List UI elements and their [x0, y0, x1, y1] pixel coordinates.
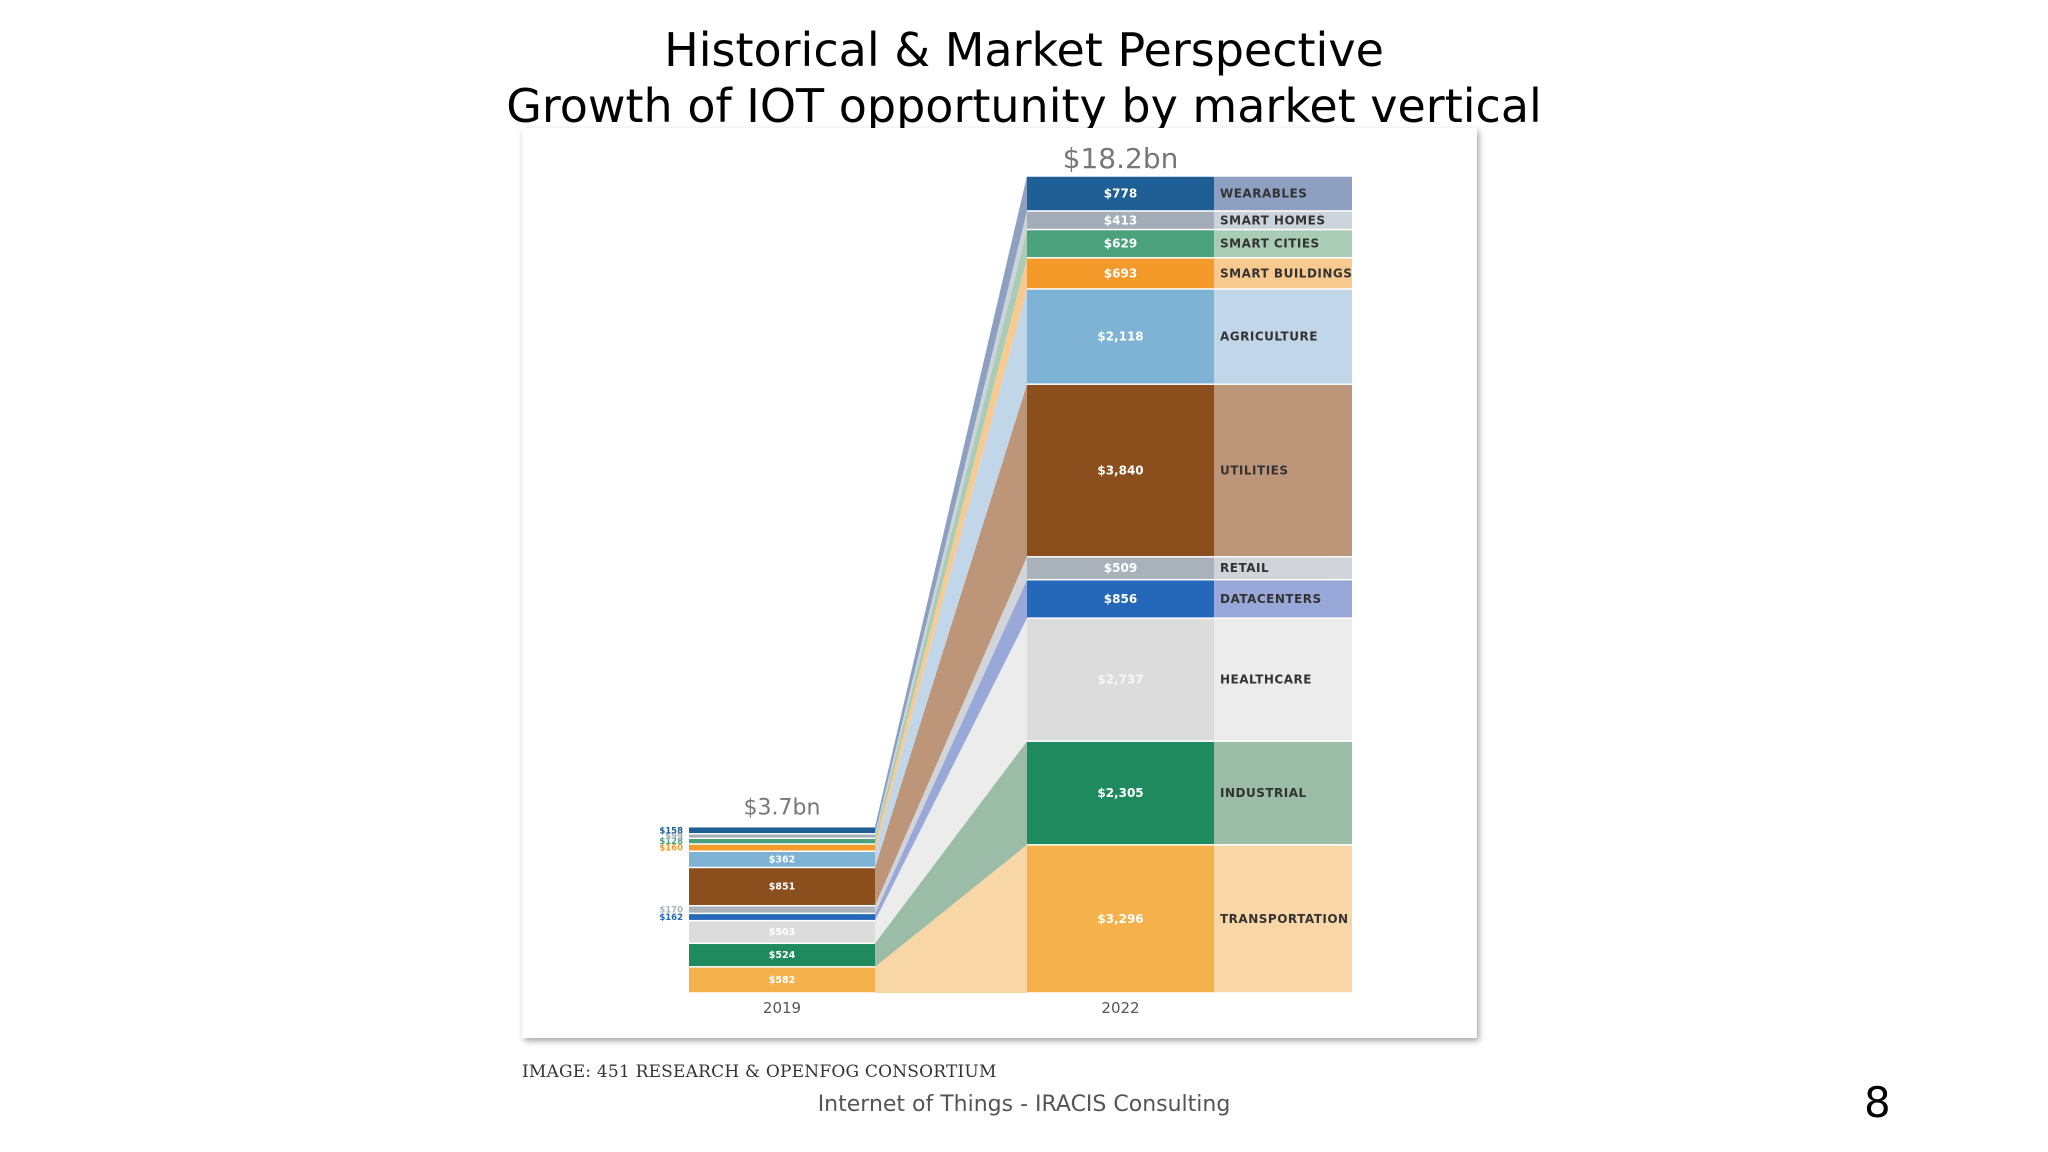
bar-2019-smart-homes — [689, 834, 875, 838]
x-tick-label-2019: 2019 — [763, 999, 801, 1017]
bar-2022-smart-homes — [1027, 211, 1214, 229]
band-smart-homes — [875, 210, 1027, 839]
value-label-2022-utilities: $3,840 — [1097, 463, 1143, 477]
value-label-2022-smart-buildings: $693 — [1104, 266, 1137, 280]
band-wearables — [875, 176, 1027, 834]
bar-2019-smart-cities — [689, 839, 875, 844]
bar-2019-agriculture — [689, 851, 875, 867]
legend-label-smart-buildings: SMART BUILDINGS — [1220, 266, 1352, 280]
value-label-2022-datacenters: $856 — [1104, 592, 1137, 606]
value-label-2022-smart-homes: $413 — [1104, 213, 1137, 227]
x-tick-label-2022: 2022 — [1101, 999, 1139, 1017]
slide-subtitle: Growth of IOT opportunity by market vert… — [506, 79, 1542, 133]
legend-label-agriculture: AGRICULTURE — [1220, 330, 1318, 344]
band-smart-cities — [875, 229, 1027, 845]
category-bg-wearables — [1214, 176, 1352, 211]
slide-title: Historical & Market Perspective — [664, 23, 1384, 77]
bar-2019-industrial — [689, 944, 875, 967]
value-label-2022-wearables: $778 — [1104, 186, 1137, 200]
value-label-2019-healthcare: $503 — [769, 927, 795, 938]
band-retail — [875, 556, 1027, 914]
band-healthcare — [875, 618, 1027, 944]
band-agriculture — [875, 288, 1027, 868]
bar-2019-datacenters — [689, 914, 875, 920]
bar-2019-retail — [689, 906, 875, 913]
category-bg-retail — [1214, 557, 1352, 579]
bar-2019-healthcare — [689, 921, 875, 943]
category-bg-datacenters — [1214, 580, 1352, 618]
bar-2022-smart-cities — [1027, 230, 1214, 258]
bar-2022-agriculture — [1027, 289, 1214, 384]
image-credit: IMAGE: 451 RESEARCH & OPENFOG CONSORTIUM — [522, 1062, 997, 1082]
category-bg-healthcare — [1214, 618, 1352, 741]
category-bg-smart-cities — [1214, 230, 1352, 258]
legend-label-retail: RETAIL — [1220, 561, 1269, 575]
bar-2019-transportation — [689, 967, 875, 993]
bar-2022-healthcare — [1027, 618, 1214, 741]
legend-label-transportation: TRANSPORTATION — [1220, 912, 1349, 926]
bar-2022-utilities — [1027, 384, 1214, 557]
band-utilities — [875, 384, 1027, 906]
legend-label-industrial: INDUSTRIAL — [1220, 786, 1307, 800]
bar-2022-industrial — [1027, 741, 1214, 845]
category-bg-smart-buildings — [1214, 258, 1352, 289]
bar-2019-smart-buildings — [689, 844, 875, 851]
legend-label-smart-homes: SMART HOMES — [1220, 213, 1325, 227]
bar-2022-datacenters — [1027, 580, 1214, 618]
bar-2019-utilities — [689, 868, 875, 905]
total-label-2022: $18.2bn — [1063, 142, 1179, 175]
legend-label-wearables: WEARABLES — [1220, 186, 1307, 200]
chart-figure: $3,296 $582 TRANSPORTATION $2,305 $524 INDUST… — [522, 128, 1477, 1038]
value-label-2019-agriculture: $362 — [769, 854, 795, 865]
value-label-2019-smart-cities: $128 — [659, 837, 683, 847]
band-smart-buildings — [875, 257, 1027, 852]
bar-2022-transportation — [1027, 845, 1214, 993]
value-label-2019-retail: $170 — [659, 906, 683, 916]
value-label-2019-industrial: $524 — [769, 950, 796, 961]
band-datacenters — [875, 579, 1027, 921]
legend-label-smart-cities: SMART CITIES — [1220, 237, 1320, 251]
category-bg-transportation — [1214, 845, 1352, 993]
category-bg-utilities — [1214, 384, 1352, 557]
legend-label-utilities: UTILITIES — [1220, 463, 1289, 477]
bar-2019-wearables — [689, 827, 875, 834]
value-label-2022-transportation: $3,296 — [1097, 912, 1143, 926]
value-label-2019-smart-homes: $99 — [665, 832, 683, 842]
value-label-2019-smart-buildings: $160 — [659, 844, 683, 854]
value-label-2022-agriculture: $2,118 — [1097, 330, 1143, 344]
value-label-2022-industrial: $2,305 — [1097, 786, 1143, 800]
value-label-2019-utilities: $851 — [769, 882, 795, 893]
value-label-2019-transportation: $582 — [769, 975, 795, 986]
bar-2022-smart-buildings — [1027, 258, 1214, 289]
band-transportation — [875, 844, 1027, 993]
footer-text: Internet of Things - IRACIS Consulting — [817, 1092, 1231, 1117]
category-bg-smart-homes — [1214, 211, 1352, 229]
band-industrial — [875, 741, 1027, 967]
bar-2022-retail — [1027, 557, 1214, 579]
category-bg-industrial — [1214, 741, 1352, 845]
iot-growth-chart: $3,296 $582 TRANSPORTATION $2,305 $524 INDUST… — [659, 142, 1352, 1017]
value-label-2019-wearables: $158 — [659, 826, 683, 836]
value-label-2019-datacenters: $162 — [659, 913, 683, 923]
legend-label-healthcare: HEALTHCARE — [1220, 673, 1312, 687]
bar-2022-wearables — [1027, 176, 1214, 211]
value-label-2022-retail: $509 — [1104, 561, 1137, 575]
value-label-2022-healthcare: $2,737 — [1097, 673, 1143, 687]
legend-label-datacenters: DATACENTERS — [1220, 592, 1322, 606]
category-bg-agriculture — [1214, 289, 1352, 384]
page-number: 8 — [1864, 1078, 1891, 1127]
value-label-2022-smart-cities: $629 — [1104, 237, 1137, 251]
total-label-2019: $3.7bn — [744, 796, 821, 821]
